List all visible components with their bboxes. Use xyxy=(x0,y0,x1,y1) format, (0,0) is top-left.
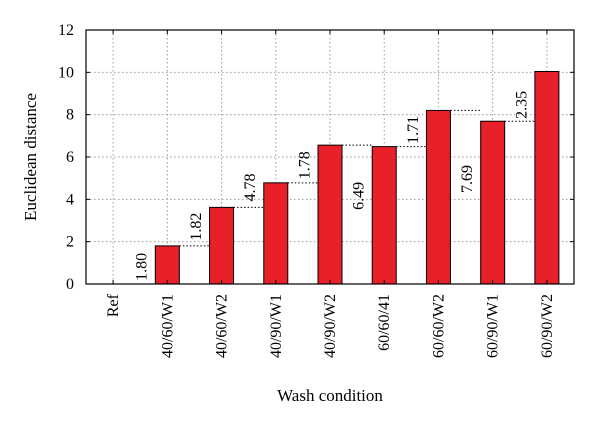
x-tick-label: 40/60/W1 xyxy=(159,294,176,358)
x-tick-label: 60/90/W2 xyxy=(539,294,556,358)
y-tick-label: 12 xyxy=(58,22,74,39)
x-tick-label: 40/60/W2 xyxy=(214,294,231,358)
y-tick-label: 10 xyxy=(58,64,74,81)
y-tick-label: 8 xyxy=(66,107,74,124)
bar xyxy=(263,182,289,285)
data-label-layer: 1.80 1.82 4.78 1.78 6.49 1.71 7.69 2.35 xyxy=(134,91,531,281)
bar xyxy=(480,120,506,285)
bar xyxy=(154,245,180,285)
y-tick-label: 0 xyxy=(66,276,74,293)
bar xyxy=(425,109,451,285)
y-axis-title: Euclidean distance xyxy=(21,93,40,221)
bar xyxy=(317,144,343,285)
axis-layer: 0 2 4 6 8 10 12 Ref 40/60/W1 40/60/W2 40/90/W1 40/9… xyxy=(58,22,574,358)
data-label: 6.49 xyxy=(351,182,368,210)
bar-layer xyxy=(154,70,560,285)
x-tick-label: 40/90/W2 xyxy=(322,294,339,358)
bar xyxy=(534,70,560,285)
guide-layer xyxy=(179,109,535,247)
x-tick-label: 60/60/41 xyxy=(376,294,393,351)
bar xyxy=(371,146,397,285)
data-label: 7.69 xyxy=(459,165,476,193)
data-label: 4.78 xyxy=(242,173,259,201)
data-label: 1.80 xyxy=(134,253,151,281)
x-tick-label: 60/90/W1 xyxy=(485,294,502,358)
data-label: 2.35 xyxy=(513,91,530,119)
x-axis-title: Wash condition xyxy=(277,386,383,405)
data-label: 1.82 xyxy=(188,213,205,241)
x-tick-label: 40/90/W1 xyxy=(268,294,285,358)
x-tick-label: 60/60/W2 xyxy=(430,294,447,358)
y-tick-label: 2 xyxy=(66,234,74,251)
x-tick-label: Ref xyxy=(105,293,122,317)
data-label: 1.71 xyxy=(405,116,422,144)
bar xyxy=(209,206,235,285)
y-tick-label: 4 xyxy=(66,191,74,208)
y-tick-label: 6 xyxy=(66,149,74,166)
data-label: 1.78 xyxy=(296,151,313,179)
